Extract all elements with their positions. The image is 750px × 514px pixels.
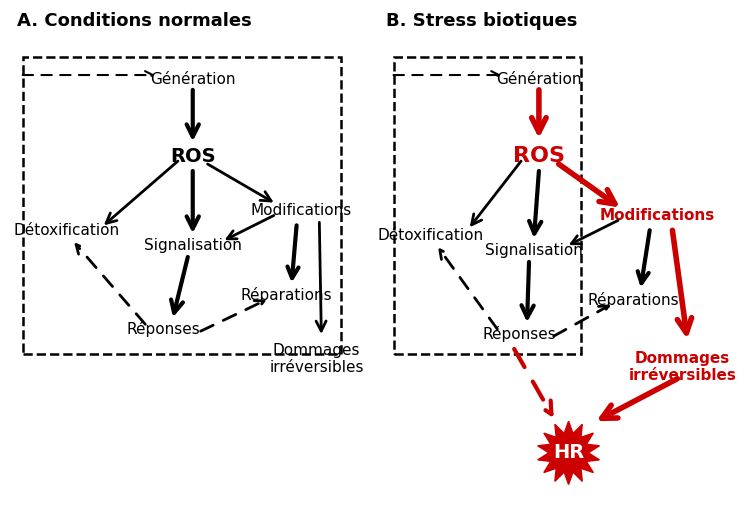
Text: B. Stress biotiques: B. Stress biotiques <box>386 12 577 30</box>
Text: Signalisation: Signalisation <box>485 243 583 258</box>
Text: Génération: Génération <box>150 72 236 87</box>
Bar <box>394 57 581 354</box>
Text: Dommages
irréversibles: Dommages irréversibles <box>269 343 364 375</box>
Bar <box>22 57 341 354</box>
Text: Détoxification: Détoxification <box>377 228 483 243</box>
Text: Réparations: Réparations <box>587 291 679 307</box>
Text: Réponses: Réponses <box>482 326 556 342</box>
Text: Réparations: Réparations <box>241 287 332 303</box>
Text: HR: HR <box>553 444 584 462</box>
Text: A. Conditions normales: A. Conditions normales <box>16 12 251 30</box>
Text: Signalisation: Signalisation <box>144 237 242 253</box>
Text: Modifications: Modifications <box>251 203 352 218</box>
Text: Dommages
irréversibles: Dommages irréversibles <box>628 351 736 383</box>
Text: Modifications: Modifications <box>600 208 716 223</box>
Polygon shape <box>538 421 599 485</box>
Text: ROS: ROS <box>513 146 565 166</box>
Text: Détoxification: Détoxification <box>13 223 119 238</box>
Text: ROS: ROS <box>170 146 215 166</box>
Text: Génération: Génération <box>496 72 582 87</box>
Text: Réponses: Réponses <box>126 321 200 337</box>
